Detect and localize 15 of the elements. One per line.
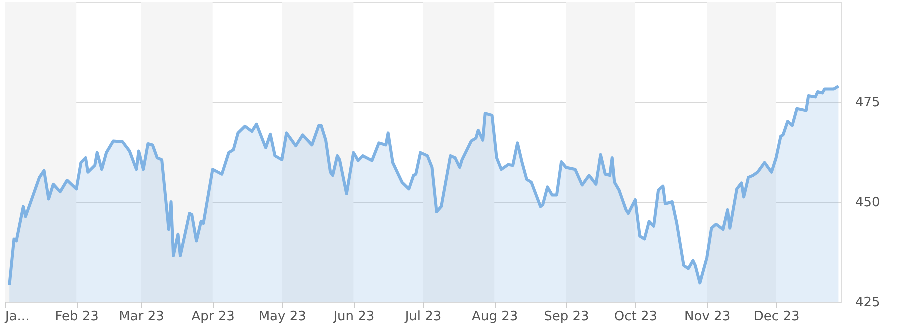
x-tick-label: Feb 23	[55, 310, 99, 324]
x-tick-label: Nov 23	[684, 310, 731, 324]
y-tick-label: 425	[856, 296, 880, 310]
x-tick-label: Jul 23	[404, 310, 442, 324]
x-tick-label: Apr 23	[192, 310, 235, 324]
y-tick-label: 475	[856, 96, 880, 110]
x-tick-label: Mar 23	[119, 310, 164, 324]
y-tick-label: 450	[856, 196, 880, 210]
x-tick-label: Sep 23	[544, 310, 590, 324]
x-tick-label: May 23	[258, 310, 306, 324]
x-tick-label: Dec 23	[754, 310, 800, 324]
x-tick-label: Aug 23	[472, 310, 518, 324]
x-tick-label: Oct 23	[614, 310, 658, 324]
x-tick-label: Jun 23	[332, 310, 375, 324]
x-tick-label: Ja...	[4, 310, 30, 324]
